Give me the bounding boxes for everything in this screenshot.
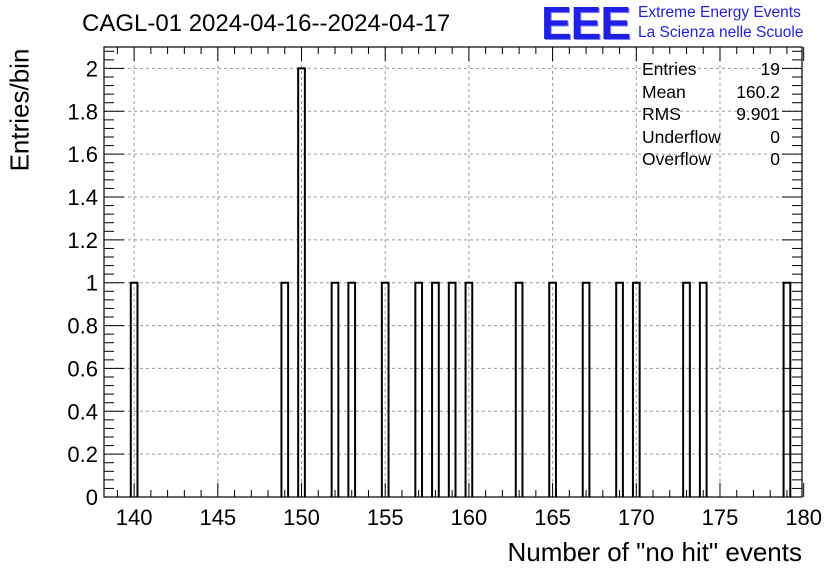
histogram-bar (615, 281, 624, 497)
histogram-bar (514, 281, 524, 497)
histogram-bar (581, 281, 591, 497)
stat-row-overflow: Overflow 0 (642, 148, 780, 171)
y-axis-ticks: 0 0.2 0.4 0.6 0.8 1 1.2 1.4 1.6 1.8 2 (67, 50, 802, 510)
x-tick-label: 155 (367, 505, 404, 530)
stat-value: 0 (770, 126, 780, 147)
stat-row-rms: RMS 9.901 (642, 103, 780, 126)
x-tick-label: 170 (618, 505, 655, 530)
x-tick-label: 160 (451, 505, 488, 530)
stat-label: Entries (642, 59, 697, 79)
stat-row-entries: Entries 19 (642, 58, 780, 81)
histogram-bar (464, 281, 474, 497)
stat-value: 160.2 (736, 81, 780, 102)
stat-label: Mean (642, 81, 686, 102)
y-tick-label: 0.2 (67, 442, 98, 467)
stat-row-underflow: Underflow 0 (642, 126, 780, 149)
histogram-bar (347, 281, 357, 497)
histogram-bar (431, 281, 440, 497)
stat-row-mean: Mean 160.2 (642, 81, 780, 104)
stat-value: 19 (760, 59, 780, 79)
histogram-bar (447, 281, 457, 497)
histogram-bar (129, 281, 139, 497)
histogram-bars (129, 67, 792, 497)
logo-line-2: La Scienza nelle Scuole (638, 24, 804, 41)
y-tick-label: 0.6 (67, 356, 98, 381)
y-axis-label: Entries/bin (4, 48, 35, 172)
y-tick-label: 0 (86, 485, 98, 510)
y-tick-label: 0.8 (67, 314, 98, 339)
y-tick-label: 1 (86, 271, 98, 296)
stat-label: RMS (642, 104, 681, 125)
histogram-bar (280, 281, 290, 497)
histogram-bar (782, 281, 792, 497)
eee-logo: EEE (541, 0, 631, 49)
x-tick-label: 165 (534, 505, 571, 530)
histogram-bar (682, 281, 691, 497)
y-tick-label: 1.4 (67, 185, 98, 210)
chart-title: CAGL-01 2024-04-16--2024-04-17 (82, 10, 451, 37)
y-tick-label: 1.6 (67, 142, 98, 167)
histogram-bar (297, 67, 306, 497)
stat-value: 0 (770, 149, 780, 170)
logo-line-1: Extreme Energy Events (638, 4, 801, 21)
histogram-bar (631, 281, 641, 497)
y-tick-label: 0.4 (67, 399, 98, 424)
x-tick-label: 180 (785, 505, 822, 530)
histogram-bar (698, 281, 708, 497)
x-tick-label: 140 (116, 505, 153, 530)
histogram-bar (380, 281, 390, 497)
x-tick-label: 175 (702, 505, 739, 530)
histogram-bar (548, 281, 557, 497)
histogram-bar (330, 281, 340, 497)
y-tick-label: 1.2 (67, 228, 98, 253)
y-tick-label: 1.8 (67, 99, 98, 124)
stats-box: Entries 19 Mean 160.2 RMS 9.901 Underflo… (642, 58, 780, 171)
stat-label: Overflow (642, 149, 712, 170)
stat-label: Underflow (642, 126, 721, 147)
x-tick-label: 145 (199, 505, 236, 530)
plot-frame (103, 46, 803, 498)
x-axis-label: Number of "no hit" events (507, 537, 803, 567)
stat-value: 9.901 (736, 104, 780, 125)
y-tick-label: 2 (86, 56, 98, 81)
x-axis-ticks: 140 145 150 155 160 165 170 175 180 (116, 47, 822, 530)
x-tick-label: 150 (283, 505, 320, 530)
histogram-bar (414, 281, 424, 497)
